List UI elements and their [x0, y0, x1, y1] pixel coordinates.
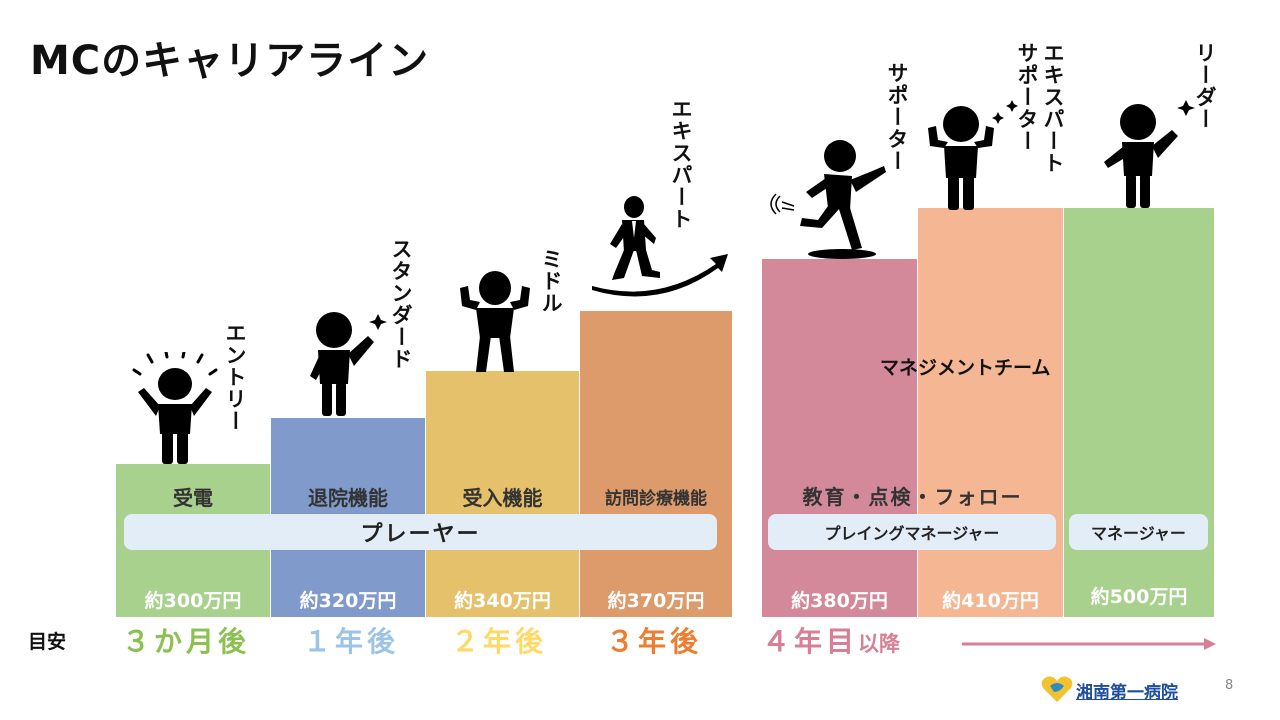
level-label-leader: リーダー — [1193, 42, 1217, 130]
salary-5: 約380万円 — [791, 590, 888, 612]
manager-pill: マネージャー — [1069, 514, 1208, 550]
timeline-3-months: ３か月後 — [122, 625, 251, 658]
salary-4: 約370万円 — [607, 590, 705, 612]
timeline-2-years: ２年後 — [451, 625, 548, 658]
function-label-3: 受入機能 — [462, 486, 543, 510]
waving-person-icon — [310, 312, 387, 416]
running-person-icon — [770, 140, 886, 259]
salary-3: 約340万円 — [454, 590, 551, 612]
playing-manager-pill: プレイングマネージャー — [768, 514, 1056, 550]
management-function-label: 教育・点検・フォロー — [802, 485, 1023, 509]
management-team-label: マネジメントチーム — [880, 357, 1051, 379]
timeline-4-years-later: ４年目以降 — [762, 620, 900, 660]
salary-2: 約320万円 — [299, 590, 397, 612]
step-bar-5 — [762, 259, 917, 617]
leader-person-icon — [1104, 100, 1195, 208]
timeline-4-years: ４年目 — [762, 625, 859, 658]
level-label-expert-supporter: エキスパートサポーター — [1015, 42, 1065, 174]
player-pill: プレーヤー — [124, 514, 717, 550]
hospital-logo-text: 湘南第一病院 — [1076, 683, 1178, 703]
businessman-arrow-icon — [592, 196, 728, 297]
function-label-4: 訪問診療機能 — [605, 489, 707, 509]
strong-person-icon — [460, 271, 530, 372]
timeline-later-suffix: 以降 — [858, 632, 901, 656]
hospital-logo-icon — [1041, 676, 1073, 702]
flexing-person-icon — [928, 106, 994, 210]
level-label-entry: エントリー — [223, 322, 247, 432]
step-bar-6 — [918, 208, 1063, 617]
excited-person-icon — [132, 352, 218, 464]
timeline-3-years: ３年後 — [606, 625, 703, 658]
timeline-arrow — [962, 638, 1216, 650]
salary-1: 約300万円 — [144, 590, 242, 612]
timeline-header: 目安 — [28, 631, 67, 653]
level-label-expert: エキスパート — [669, 98, 693, 230]
page-title: MCのキャリアライン — [30, 38, 430, 84]
level-label-standard: スタンダード — [389, 238, 413, 370]
salary-6: 約410万円 — [942, 590, 1039, 612]
step-bar-4 — [580, 311, 732, 617]
level-label-supporter: サポーター — [885, 62, 909, 172]
function-label-2: 退院機能 — [308, 486, 388, 510]
step-bar-7 — [1064, 208, 1214, 617]
salary-7: 約500万円 — [1090, 586, 1188, 608]
level-label-middle: ミドル — [539, 248, 563, 314]
sparkle-icon — [992, 100, 1018, 124]
function-label-1: 受電 — [173, 486, 213, 510]
timeline-1-year: １年後 — [303, 625, 400, 658]
page-number: 8 — [1225, 678, 1234, 693]
step-bar-3 — [426, 371, 579, 617]
